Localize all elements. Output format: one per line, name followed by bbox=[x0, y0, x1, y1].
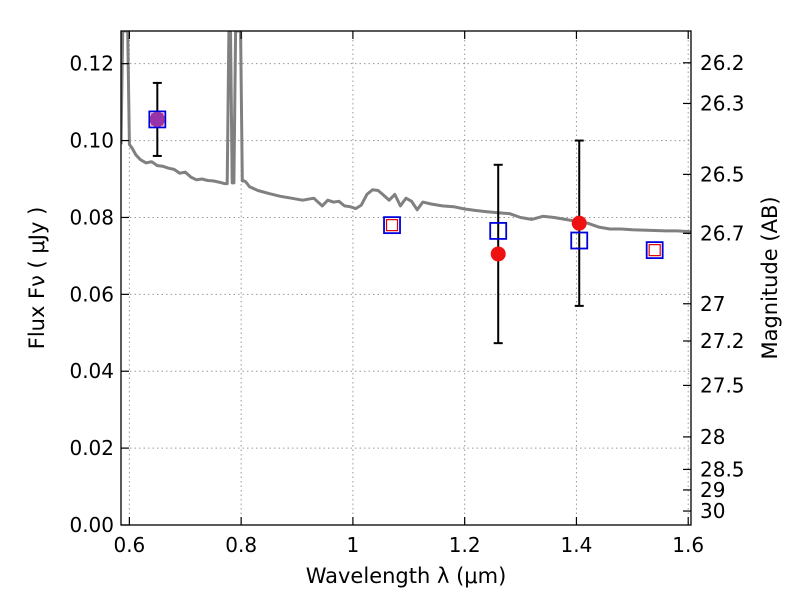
data-point-circle bbox=[490, 246, 506, 262]
x-axis-label: Wavelength λ (μm) bbox=[306, 564, 507, 588]
y2-tick-label: 27 bbox=[700, 292, 725, 316]
x-tick-label: 1.2 bbox=[449, 533, 481, 557]
data-point-circle bbox=[149, 111, 165, 127]
data-point-square bbox=[648, 244, 661, 257]
axes: 0.00 0.02 0.04 0.06 0.08 0.10 0.12 0.6 0.8 1 1.2 1.… bbox=[69, 31, 745, 557]
y2-tick-label: 29 bbox=[700, 478, 725, 502]
y-tick-label: 0.10 bbox=[69, 129, 114, 153]
y-tick-label: 0.02 bbox=[69, 436, 114, 460]
y-tick-label: 0.06 bbox=[69, 282, 114, 306]
data-point-circle bbox=[571, 215, 587, 231]
data-point-square bbox=[383, 216, 401, 235]
y2-tick-label: 26.5 bbox=[700, 162, 745, 186]
y-tick-label: 0.00 bbox=[69, 513, 114, 537]
data-point-square bbox=[148, 110, 167, 129]
model-spectrum-line bbox=[121, 31, 691, 234]
plot-area bbox=[121, 31, 691, 345]
y2-tick-label: 26.3 bbox=[700, 91, 745, 115]
data-point-square bbox=[489, 222, 508, 240]
x-tick-label: 0.8 bbox=[225, 533, 257, 557]
y2-tick-label: 30 bbox=[700, 499, 725, 523]
plot-frame bbox=[120, 30, 692, 526]
plot-clip-group bbox=[121, 31, 691, 345]
y-tick-label: 0.04 bbox=[69, 359, 114, 383]
data-point-square bbox=[645, 241, 664, 260]
x-tick-label: 1.4 bbox=[561, 533, 593, 557]
x-tick-label: 1.6 bbox=[672, 533, 704, 557]
grid bbox=[121, 31, 691, 525]
y-tick-label: 0.12 bbox=[69, 52, 114, 76]
y2-axis-label: Magnitude (AB) bbox=[758, 196, 782, 359]
y2-tick-label: 26.7 bbox=[700, 221, 745, 245]
x-tick-label: 1 bbox=[347, 533, 360, 557]
y2-tick-label: 28.5 bbox=[700, 457, 745, 481]
y2-tick-label: 27.2 bbox=[700, 329, 745, 353]
y2-tick-label: 26.2 bbox=[700, 51, 745, 75]
x-tick-label: 0.6 bbox=[113, 533, 145, 557]
y-tick-label: 0.08 bbox=[69, 205, 114, 229]
y2-tick-label: 27.5 bbox=[700, 373, 745, 397]
y-axis-label: Flux Fν ( μJy ) bbox=[25, 207, 49, 350]
data-point-square bbox=[570, 231, 589, 250]
data-point-square bbox=[385, 219, 399, 232]
y2-tick-label: 28 bbox=[700, 425, 725, 449]
